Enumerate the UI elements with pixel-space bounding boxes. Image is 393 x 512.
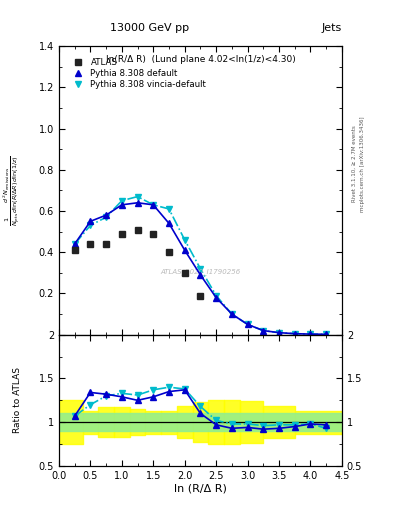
Pythia 8.308 vincia-default: [214, 292, 219, 298]
ATLAS: [119, 230, 124, 237]
Pythia 8.308 vincia-default: [198, 266, 203, 272]
ATLAS: [198, 292, 203, 298]
Pythia 8.308 default: [167, 220, 171, 226]
Pythia 8.308 vincia-default: [151, 202, 156, 208]
Pythia 8.308 vincia-default: [245, 322, 250, 328]
Pythia 8.308 vincia-default: [135, 194, 140, 200]
Pythia 8.308 default: [88, 218, 93, 224]
Pythia 8.308 vincia-default: [230, 311, 234, 317]
Line: ATLAS: ATLAS: [71, 226, 204, 299]
Pythia 8.308 default: [72, 241, 77, 247]
Pythia 8.308 vincia-default: [261, 328, 266, 334]
Y-axis label: Ratio to ATLAS: Ratio to ATLAS: [13, 367, 22, 433]
Pythia 8.308 vincia-default: [119, 198, 124, 204]
Pythia 8.308 default: [151, 202, 156, 208]
Pythia 8.308 vincia-default: [292, 331, 297, 337]
Pythia 8.308 default: [135, 200, 140, 206]
Pythia 8.308 default: [182, 247, 187, 253]
Pythia 8.308 default: [308, 331, 313, 337]
Pythia 8.308 vincia-default: [88, 222, 93, 228]
Pythia 8.308 default: [261, 328, 266, 334]
Legend: ATLAS, Pythia 8.308 default, Pythia 8.308 vincia-default: ATLAS, Pythia 8.308 default, Pythia 8.30…: [69, 56, 208, 91]
Text: ln(R/Δ R)  (Lund plane 4.02<ln(1/z)<4.30): ln(R/Δ R) (Lund plane 4.02<ln(1/z)<4.30): [106, 55, 295, 63]
Pythia 8.308 default: [324, 331, 329, 337]
Text: Rivet 3.1.10, ≥ 2.7M events: Rivet 3.1.10, ≥ 2.7M events: [352, 125, 357, 202]
Pythia 8.308 default: [230, 311, 234, 317]
ATLAS: [104, 241, 108, 247]
Text: mcplots.cern.ch [arXiv:1306.3436]: mcplots.cern.ch [arXiv:1306.3436]: [360, 116, 365, 211]
Pythia 8.308 vincia-default: [182, 237, 187, 243]
Y-axis label: $\frac{1}{N_{\mathrm{jets}}}\frac{d^2 N_{\mathrm{emissions}}}{d\ln(R/\Delta R)\,: $\frac{1}{N_{\mathrm{jets}}}\frac{d^2 N_…: [2, 155, 22, 226]
ATLAS: [167, 249, 171, 255]
Text: ATLAS_2020_I1790256: ATLAS_2020_I1790256: [160, 268, 241, 274]
Line: Pythia 8.308 default: Pythia 8.308 default: [72, 200, 329, 337]
Pythia 8.308 default: [292, 331, 297, 337]
ATLAS: [135, 226, 140, 232]
Pythia 8.308 vincia-default: [167, 206, 171, 212]
Pythia 8.308 vincia-default: [104, 214, 108, 220]
Pythia 8.308 default: [245, 322, 250, 328]
ATLAS: [182, 270, 187, 276]
ATLAS: [151, 230, 156, 237]
Pythia 8.308 vincia-default: [308, 331, 313, 337]
Pythia 8.308 default: [214, 294, 219, 301]
Pythia 8.308 default: [119, 202, 124, 208]
Pythia 8.308 default: [104, 212, 108, 218]
Pythia 8.308 vincia-default: [72, 241, 77, 247]
Pythia 8.308 default: [277, 330, 281, 336]
Pythia 8.308 vincia-default: [324, 331, 329, 337]
Line: Pythia 8.308 vincia-default: Pythia 8.308 vincia-default: [72, 194, 329, 337]
Pythia 8.308 vincia-default: [277, 330, 281, 336]
ATLAS: [88, 241, 93, 247]
Pythia 8.308 default: [198, 272, 203, 278]
Text: Jets: Jets: [321, 23, 342, 33]
ATLAS: [72, 247, 77, 253]
X-axis label: ln (R/Δ R): ln (R/Δ R): [174, 483, 227, 494]
Text: 13000 GeV pp: 13000 GeV pp: [110, 23, 189, 33]
